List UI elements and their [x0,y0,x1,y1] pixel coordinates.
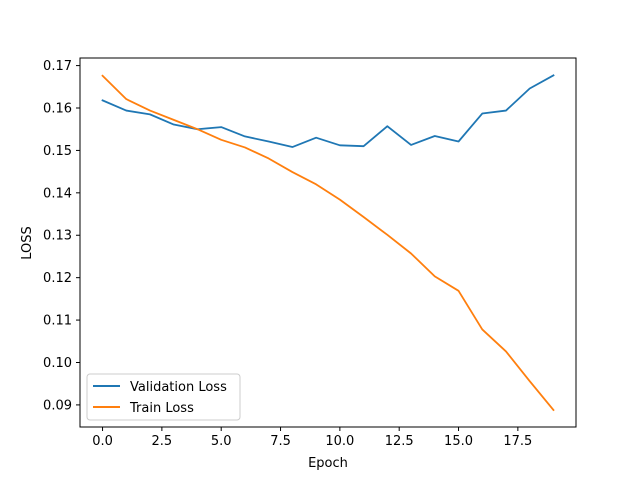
x-tick-label: 17.5 [503,434,532,449]
legend: Validation Loss Train Loss [86,373,241,421]
x-tick-label: 10.0 [325,434,354,449]
y-axis-title: LOSS [20,226,35,260]
legend-box [86,373,241,421]
legend-label-train-loss: Train Loss [129,401,194,416]
y-tick-label: 0.16 [43,102,72,117]
x-tick-label: 0.0 [92,434,113,449]
plot-area [79,57,577,428]
plot-frame [79,57,577,428]
x-tick-label: 5.0 [211,434,232,449]
y-tick-label: 0.10 [43,356,72,371]
x-axis-title: Epoch [308,456,348,471]
y-tick-label: 0.12 [43,271,72,286]
y-axis: 0.09 0.10 0.11 0.12 0.13 0.14 0.15 0.16 0.17 [43,59,80,413]
x-axis: 0.0 2.5 5.0 7.5 10.0 12.5 15.0 17.5 [92,427,532,449]
y-tick-label: 0.15 [43,144,72,159]
x-tick-label: 15.0 [444,434,473,449]
x-tick-label: 2.5 [152,434,173,449]
y-tick-label: 0.17 [43,59,72,74]
y-tick-label: 0.13 [43,229,72,244]
y-tick-label: 0.14 [43,186,72,201]
series-layer [101,74,555,412]
x-tick-label: 7.5 [270,434,291,449]
series-line-train-loss [101,74,555,412]
series-line-validation-loss [101,74,555,148]
x-tick-label: 12.5 [385,434,414,449]
y-tick-label: 0.09 [43,398,72,413]
y-tick-label: 0.11 [43,314,72,329]
legend-label-validation-loss: Validation Loss [130,380,227,395]
